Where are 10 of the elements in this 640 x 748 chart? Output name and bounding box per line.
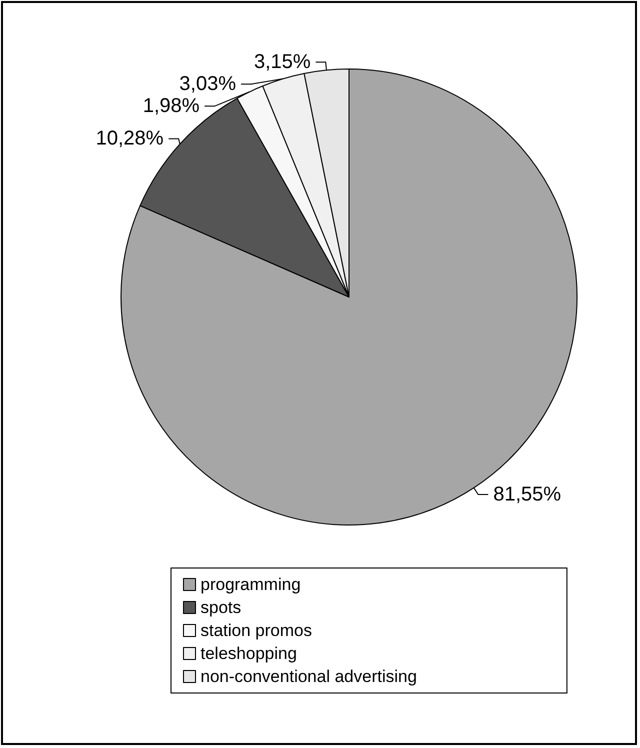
data-label: 1,98%: [142, 95, 200, 118]
data-label: 10,28%: [96, 128, 164, 150]
legend-label: teleshopping: [200, 644, 297, 663]
legend-label: programming: [200, 575, 301, 594]
data-label: 81,55%: [493, 483, 562, 506]
legend-label: spots: [200, 598, 242, 617]
data-label: 3,03%: [179, 73, 236, 96]
legend-label: station promos: [200, 621, 312, 640]
legend-label: non-conventional advertising: [200, 667, 417, 686]
data-label: 3,15%: [254, 51, 311, 74]
